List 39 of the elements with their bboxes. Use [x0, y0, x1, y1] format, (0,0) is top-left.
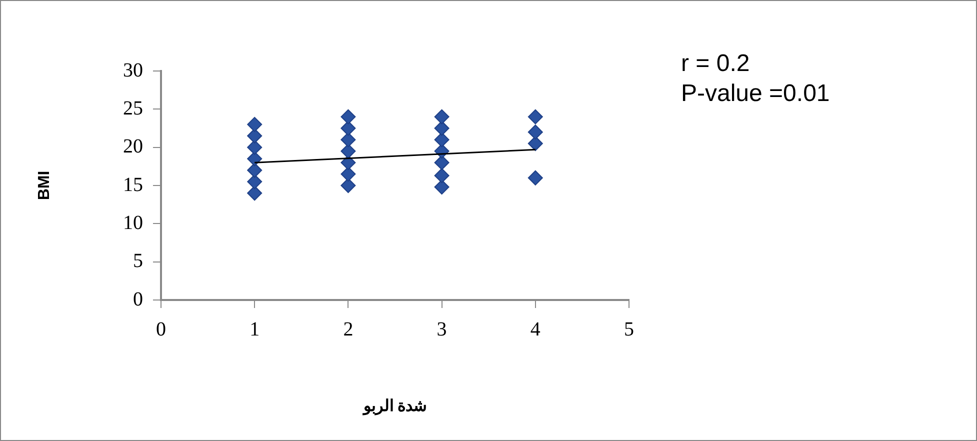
y-tick-label: 20: [123, 136, 143, 158]
y-tick-label: 25: [123, 97, 143, 120]
point: [434, 109, 450, 124]
x-tick-label: 0: [156, 318, 166, 340]
point: [528, 170, 543, 186]
point: [528, 136, 543, 152]
x-axis-title: شدة الربو: [362, 398, 427, 416]
x-tick-label: 3: [436, 318, 447, 340]
y-tick-label: 5: [133, 250, 143, 272]
y-tick-label: 15: [123, 174, 143, 196]
point: [340, 166, 356, 182]
point: [247, 162, 262, 178]
point: [528, 124, 543, 140]
point: [434, 132, 450, 148]
point: [340, 120, 356, 136]
point: [247, 128, 262, 144]
point: [340, 178, 356, 193]
y-tick-label: 30: [123, 59, 143, 82]
point: [247, 174, 262, 190]
point: [247, 116, 262, 132]
point: [434, 120, 450, 136]
point: [247, 186, 262, 201]
point: [434, 155, 450, 170]
point: [434, 168, 450, 184]
x-tick-label: 2: [343, 318, 354, 340]
point: [528, 109, 543, 124]
text: P-value =0.01: [681, 80, 830, 107]
y-axis-title: BMI: [36, 170, 53, 200]
y-tick-label: 10: [123, 212, 143, 234]
y-tick-label: 0: [133, 288, 143, 310]
x-tick-label: 5: [624, 318, 634, 340]
point: [340, 109, 356, 124]
point: [247, 140, 262, 155]
point: [340, 132, 356, 148]
point: [434, 180, 450, 195]
x-tick-label: 4: [530, 318, 540, 340]
point: [340, 144, 356, 159]
text: r = 0.2: [681, 50, 750, 77]
x-tick-label: 1: [250, 318, 260, 340]
